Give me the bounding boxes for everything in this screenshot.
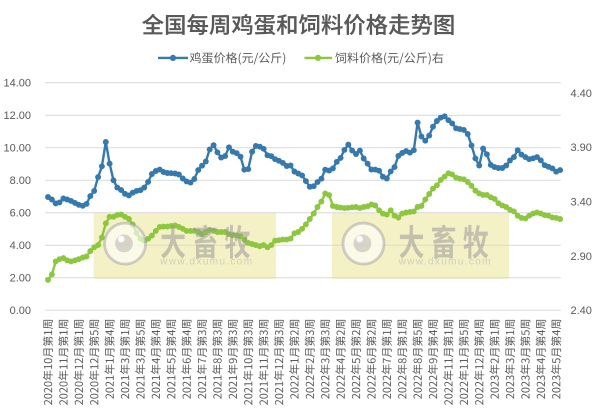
svg-text:2.40: 2.40 bbox=[571, 305, 592, 317]
svg-text:www.dxumu.com: www.dxumu.com bbox=[398, 257, 492, 268]
svg-text:4.40: 4.40 bbox=[571, 88, 592, 100]
svg-text:4.00: 4.00 bbox=[10, 240, 31, 252]
svg-text:3.40: 3.40 bbox=[571, 197, 592, 209]
svg-text:6.00: 6.00 bbox=[10, 208, 31, 220]
svg-text:12.00: 12.00 bbox=[3, 110, 31, 122]
svg-text:8.00: 8.00 bbox=[10, 175, 31, 187]
svg-text:2.00: 2.00 bbox=[10, 273, 31, 285]
svg-text:0.00: 0.00 bbox=[10, 305, 31, 317]
svg-text:2.90: 2.90 bbox=[571, 251, 592, 263]
svg-text:10.00: 10.00 bbox=[3, 143, 31, 155]
svg-text:www.dxumu.com: www.dxumu.com bbox=[159, 257, 253, 268]
svg-text:3.90: 3.90 bbox=[571, 142, 592, 154]
svg-text:14.00: 14.00 bbox=[3, 78, 31, 90]
